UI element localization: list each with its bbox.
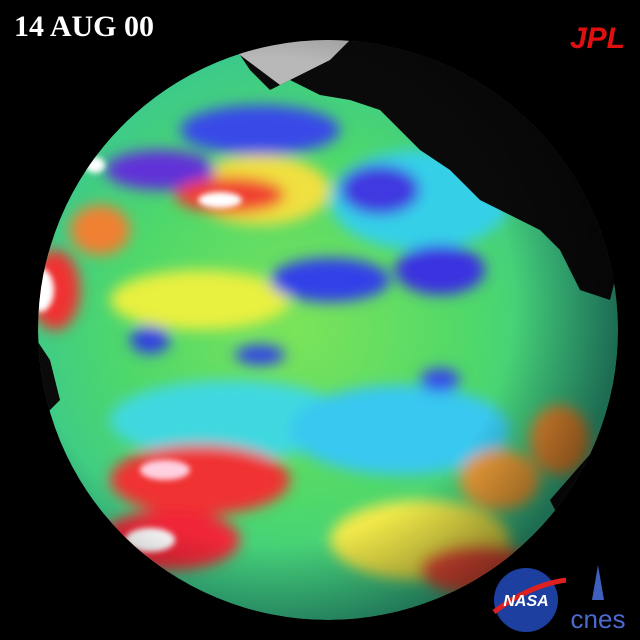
globe [38, 40, 618, 620]
jpl-logo: JPL [570, 22, 625, 55]
date-label: 14 AUG 00 [14, 10, 154, 43]
cnes-logo: cnes [571, 604, 626, 634]
nasa-swoosh [492, 577, 567, 615]
cnes-rocket [592, 565, 604, 600]
nasa-logo: NASA [503, 593, 548, 610]
